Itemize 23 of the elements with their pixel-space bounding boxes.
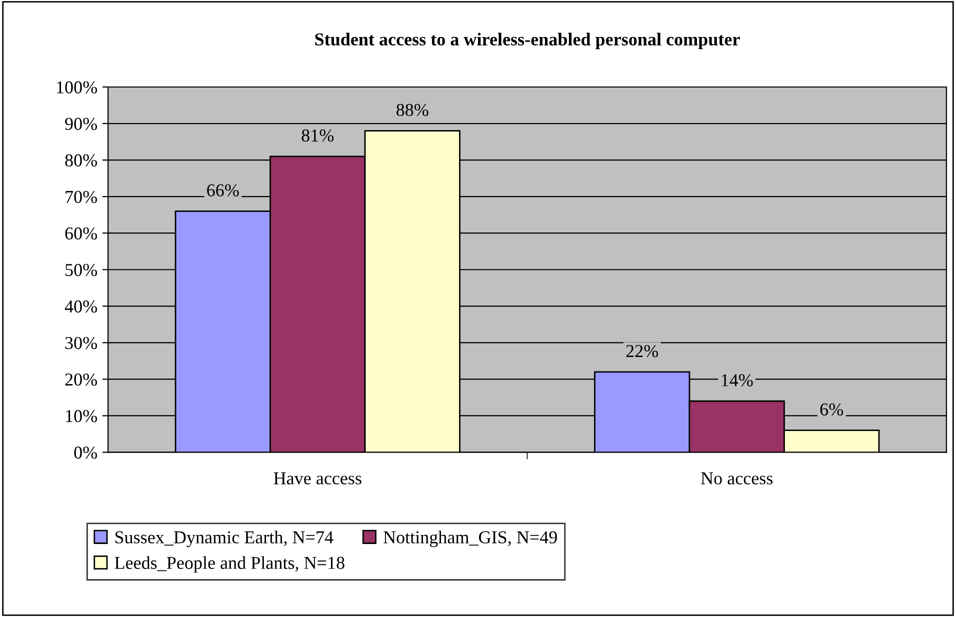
y-tick-label: 20% [65, 373, 97, 386]
y-tick-label: 100% [57, 81, 97, 94]
y-tick-label: 90% [65, 118, 97, 130]
y-tick-label: 30% [65, 336, 97, 350]
data-label: 66% [207, 184, 239, 196]
x-tick-label: Have access [274, 472, 362, 484]
y-tick-label: 60% [65, 227, 97, 240]
legend-label: Nottingham_GIS, N=49 [383, 530, 557, 548]
y-tick-label: 80% [65, 154, 97, 167]
legend-label: Leeds_People and Plants, N=18 [114, 556, 344, 573]
chart-title: Student access to a wireless-enabled personal computer [315, 32, 740, 50]
data-label: 22% [626, 344, 658, 358]
data-label: 14% [722, 374, 753, 386]
x-tick-label: No access [701, 472, 773, 484]
legend-label: Sussex_Dynamic Earth, N=74 [115, 530, 334, 548]
y-tick-label: 50% [66, 264, 97, 276]
y-tick-label: 40% [64, 300, 97, 313]
data-label: 6% [820, 403, 843, 416]
y-tick-label: 10% [66, 410, 97, 422]
data-label: 88% [396, 104, 428, 116]
y-tick-label: 70% [66, 190, 97, 204]
y-tick-label: 0% [74, 446, 97, 459]
data-label: 81% [302, 129, 334, 142]
